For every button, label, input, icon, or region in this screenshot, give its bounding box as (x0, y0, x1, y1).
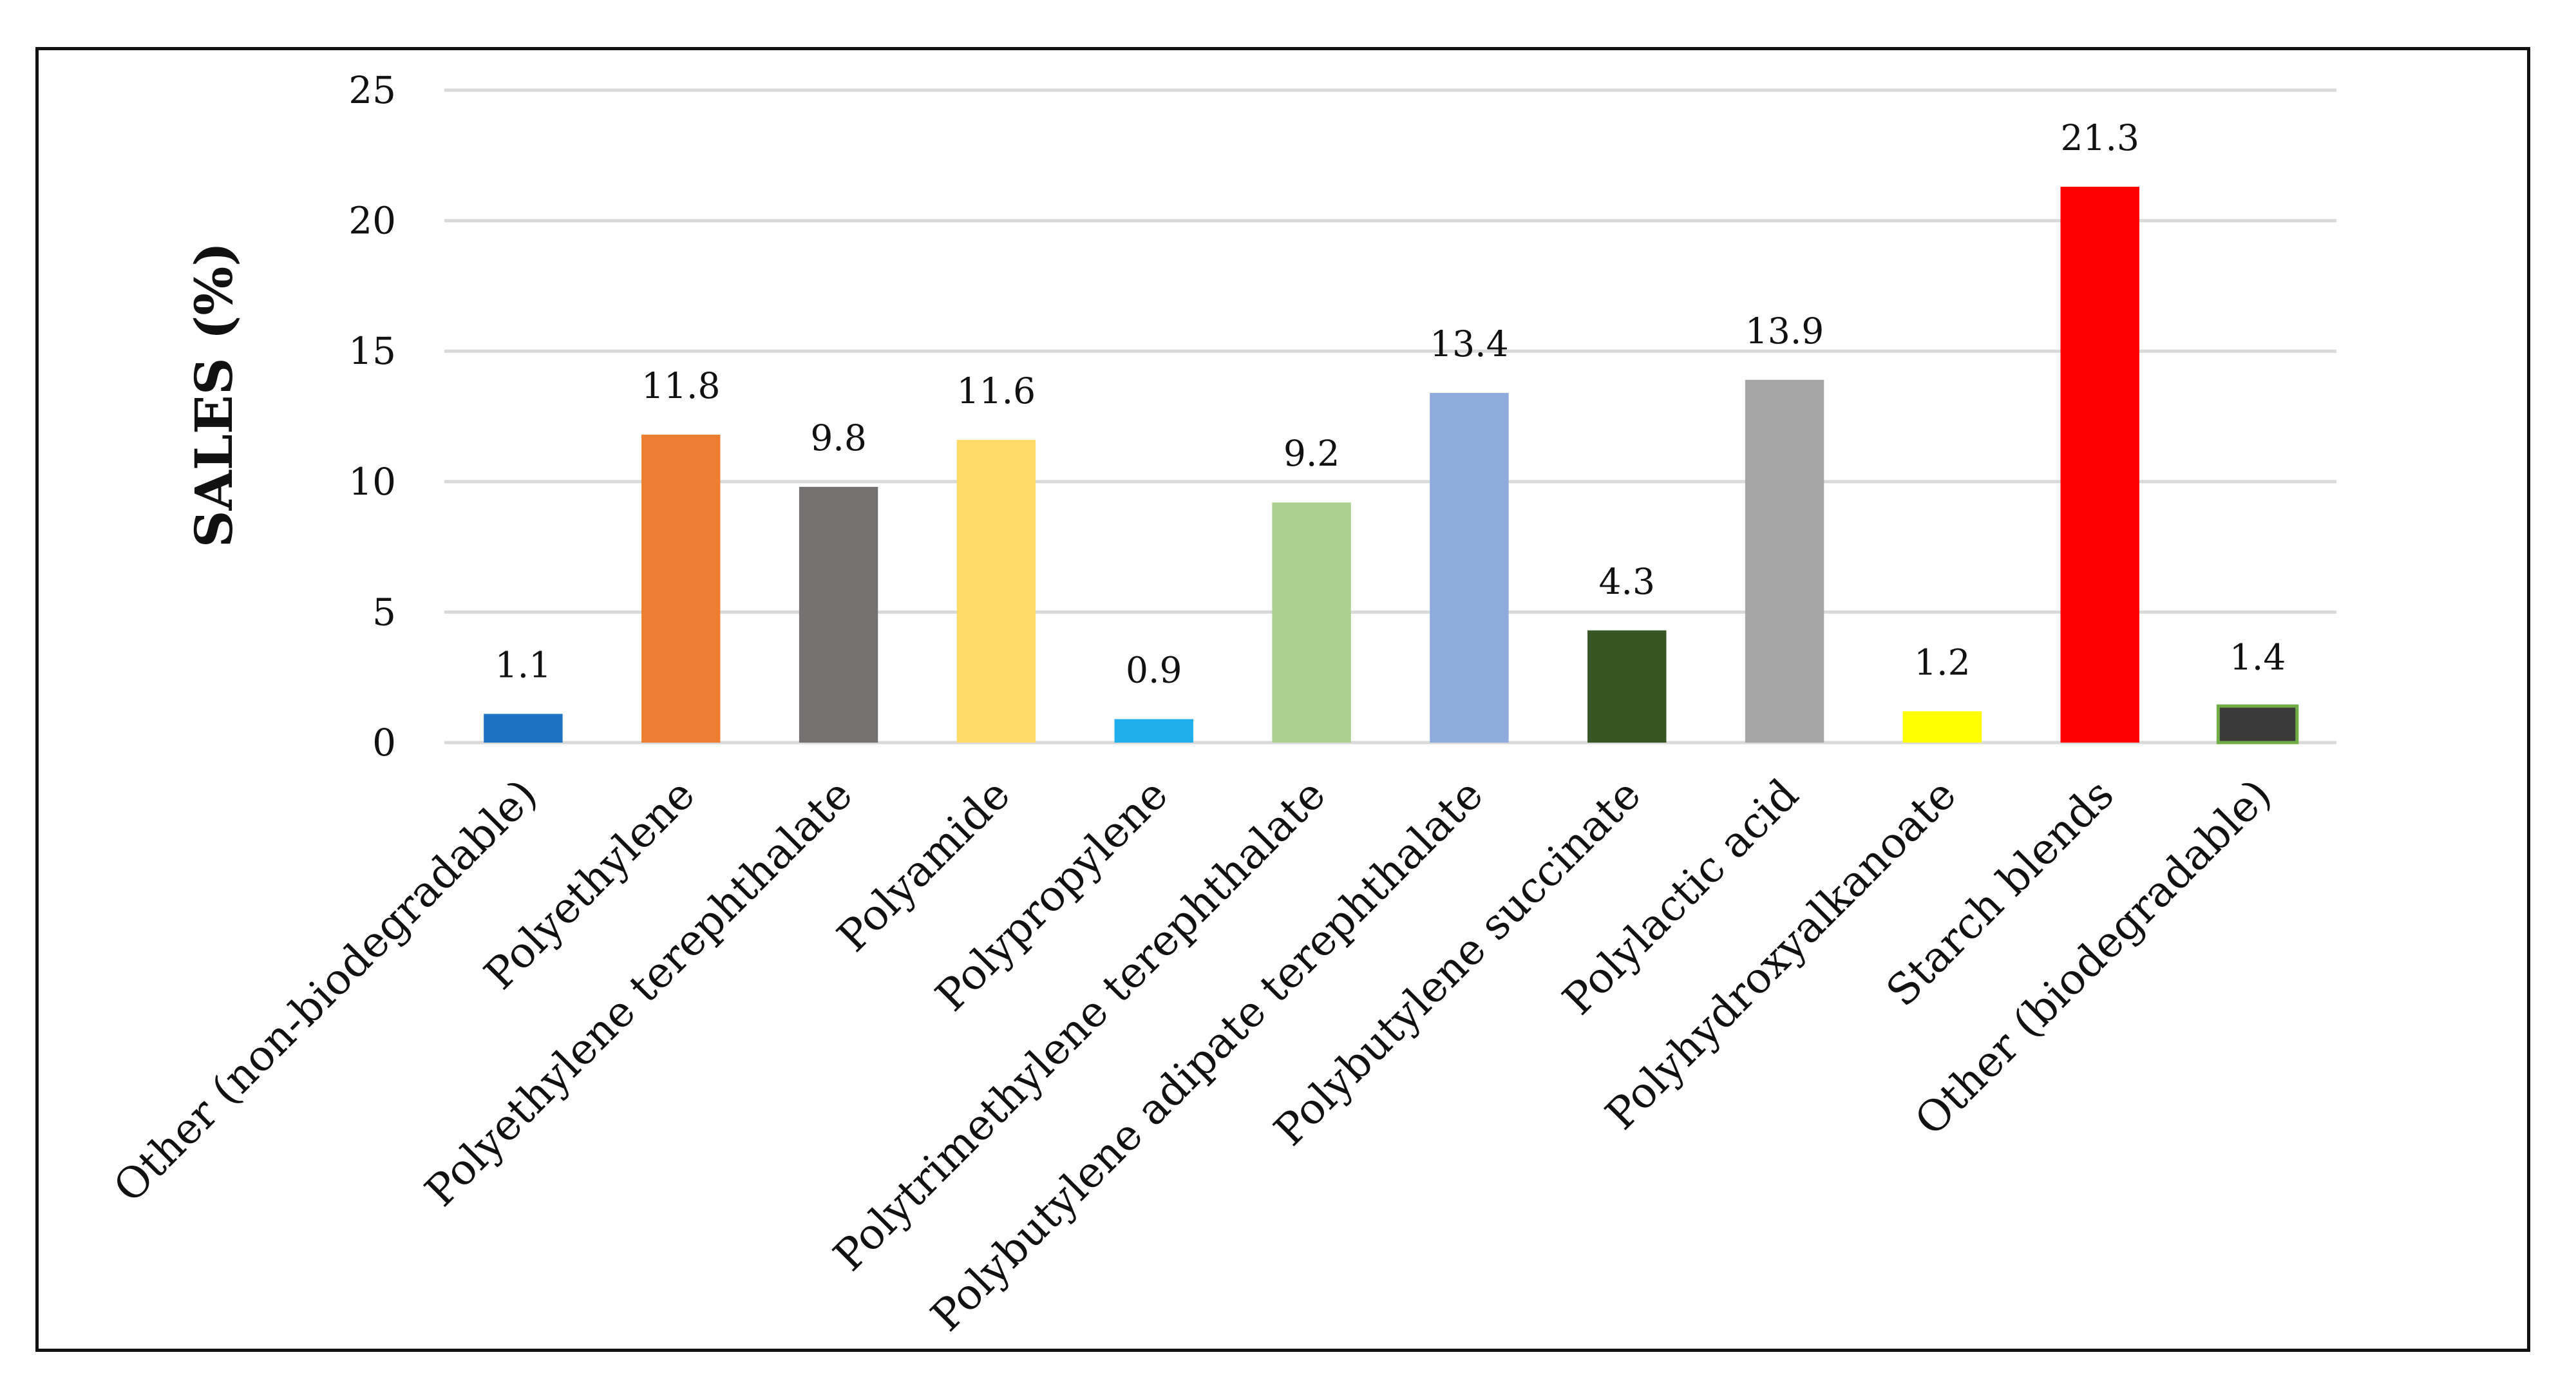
bar-6 (1430, 393, 1509, 743)
bar-8 (1745, 379, 1824, 743)
bars (484, 186, 2299, 745)
bar-1 (641, 434, 721, 743)
bar-3 (956, 439, 1036, 743)
x-axis-categories: Other (non-biodegradable)PolyethylenePol… (104, 770, 2281, 1341)
data-label-3: 11.6 (957, 370, 1036, 412)
y-axis-ticks: 0 5 10 15 20 25 (348, 68, 396, 764)
data-label-10: 21.3 (2061, 117, 2139, 158)
bar-7 (1587, 630, 1667, 743)
y-tick-label: 15 (348, 329, 396, 373)
y-tick-label: 25 (348, 68, 396, 112)
data-labels: 1.1 11.8 9.8 11.6 0.9 9.2 13.4 4.3 13.9 1.2 21.3 1.… (495, 117, 2286, 691)
data-label-8: 13.9 (1745, 310, 1824, 352)
bar-9 (1902, 711, 1982, 743)
data-label-7: 4.3 (1599, 561, 1655, 602)
data-label-9: 1.2 (1914, 641, 1970, 683)
data-label-5: 9.2 (1283, 433, 1340, 474)
data-label-11: 1.4 (2230, 636, 2286, 678)
y-tick-label: 10 (348, 460, 396, 504)
data-label-6: 13.4 (1430, 323, 1508, 365)
data-label-4: 0.9 (1126, 650, 1182, 691)
bar-chart: 0 5 10 15 20 25 1.1 11.8 9.8 11.6 0.9 9.2 13.4 4.3 13… (104, 68, 2336, 1341)
gridlines (444, 88, 2336, 745)
y-tick-label: 20 (348, 199, 396, 243)
bar-2 (799, 486, 878, 743)
data-label-2: 9.8 (810, 417, 866, 459)
bar-4 (1114, 719, 1193, 743)
bar-0 (484, 714, 563, 743)
category-label-6: Polybutylene adipate terephthalate (922, 770, 1493, 1341)
chart-frame: 0 5 10 15 20 25 1.1 11.8 9.8 11.6 0.9 9.2 13.4 4.3 13… (35, 47, 2530, 1352)
y-axis-title: SALES (%) (184, 242, 244, 547)
data-label-1: 11.8 (641, 365, 720, 406)
bar-5 (1272, 502, 1351, 743)
y-tick-label: 0 (372, 721, 396, 764)
bar-10 (2060, 186, 2139, 743)
bar-11 (2216, 704, 2299, 745)
data-label-0: 1.1 (495, 644, 551, 685)
y-tick-label: 5 (372, 590, 396, 634)
